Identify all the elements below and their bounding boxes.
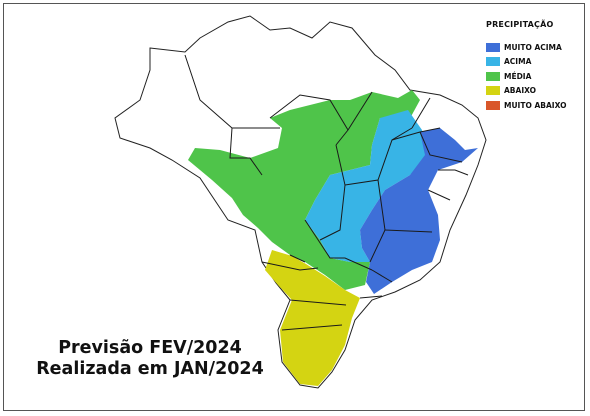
legend: PRECIPITAÇÃO MUITO ACIMA ACIMA MÉDIA ABA… — [486, 20, 586, 113]
legend-swatch — [486, 72, 500, 81]
legend-item-muito-abaixo: MUITO ABAIXO — [486, 98, 586, 113]
legend-swatch — [486, 43, 500, 52]
legend-label: ACIMA — [504, 57, 531, 66]
legend-item-acima: ACIMA — [486, 55, 586, 70]
legend-label: MÉDIA — [504, 72, 531, 81]
legend-title: PRECIPITAÇÃO — [486, 20, 586, 29]
legend-label: ABAIXO — [504, 86, 536, 95]
legend-swatch — [486, 101, 500, 110]
legend-label: MUITO ACIMA — [504, 43, 562, 52]
legend-swatch — [486, 86, 500, 95]
legend-label: MUITO ABAIXO — [504, 101, 566, 110]
map-caption: Previsão FEV/2024 Realizada em JAN/2024 — [30, 338, 270, 380]
legend-item-media: MÉDIA — [486, 69, 586, 84]
legend-item-abaixo: ABAIXO — [486, 84, 586, 99]
caption-line-1: Previsão FEV/2024 — [30, 338, 270, 359]
legend-swatch — [486, 57, 500, 66]
legend-item-muito-acima: MUITO ACIMA — [486, 40, 586, 55]
caption-line-2: Realizada em JAN/2024 — [30, 359, 270, 380]
